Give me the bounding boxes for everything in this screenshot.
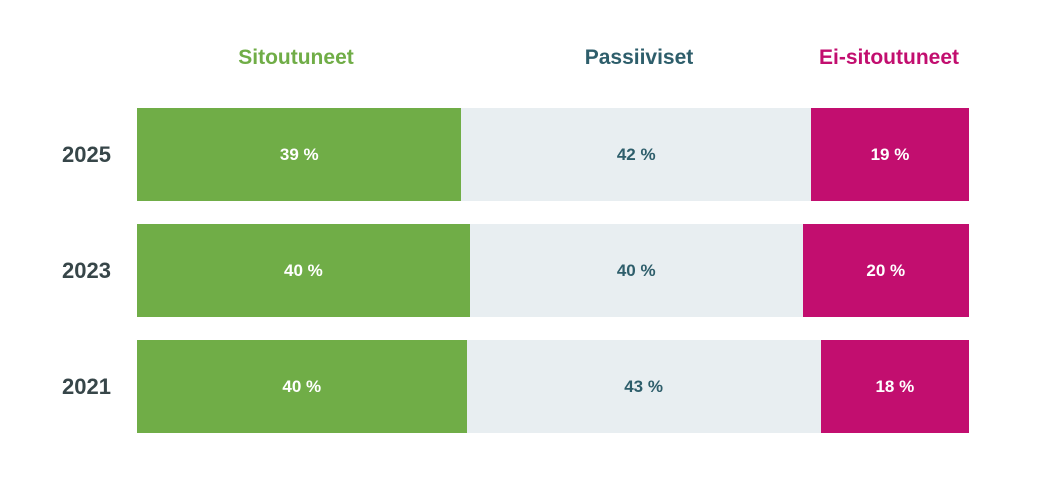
bar-segment-sitoutuneet-2025: 39 %	[137, 108, 462, 201]
bar-row-2023: 40 % 40 % 20 %	[137, 224, 969, 317]
legend-sitoutuneet: Sitoutuneet	[238, 46, 354, 69]
data-label: 18 %	[875, 376, 915, 396]
legend-ei-sitoutuneet: Ei-sitoutuneet	[819, 46, 959, 69]
bar-row-2021: 40 % 43 % 18 %	[137, 340, 969, 433]
bar-row-2025: 39 % 42 % 19 %	[137, 108, 969, 201]
bar-segment-sitoutuneet-2021: 40 %	[137, 340, 467, 433]
year-label-2021: 2021	[62, 374, 111, 399]
data-label: 19 %	[870, 144, 910, 164]
bar-segment-passiiviset-2025: 42 %	[461, 108, 811, 201]
data-label: 39 %	[279, 144, 319, 164]
year-label-2023: 2023	[62, 258, 111, 283]
bar-segment-passiiviset-2023: 40 %	[469, 224, 803, 317]
legend-passiiviset: Passiiviset	[584, 46, 694, 69]
data-label: 20 %	[866, 260, 906, 280]
data-label: 40 %	[616, 260, 656, 280]
data-label: 42 %	[616, 144, 656, 164]
bar-segment-ei-sitoutuneet-2021: 18 %	[820, 340, 969, 433]
bar-segment-passiiviset-2021: 43 %	[466, 340, 821, 433]
year-label-2025: 2025	[62, 142, 111, 167]
bar-segment-ei-sitoutuneet-2023: 20 %	[802, 224, 969, 317]
data-label: 40 %	[284, 260, 323, 280]
data-label: 40 %	[282, 376, 322, 396]
bar-segment-sitoutuneet-2023: 40 %	[137, 224, 470, 317]
bar-segment-ei-sitoutuneet-2025: 19 %	[810, 108, 969, 201]
data-label: 43 %	[624, 376, 663, 396]
